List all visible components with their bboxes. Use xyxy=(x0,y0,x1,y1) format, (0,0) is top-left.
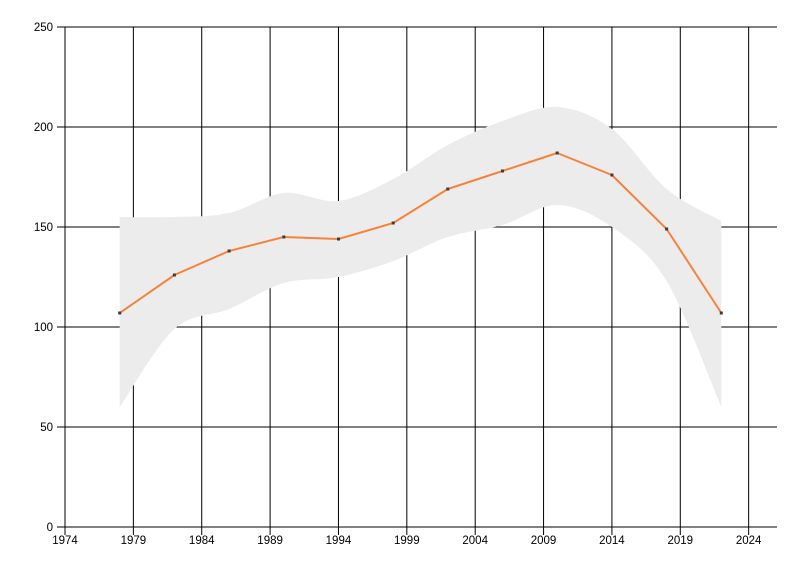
confidence-band xyxy=(119,106,722,407)
data-point-marker xyxy=(391,221,395,225)
x-axis-tick-label: 2014 xyxy=(599,535,625,547)
y-axis-tick-label: 50 xyxy=(40,422,53,434)
x-axis-tick-label: 1979 xyxy=(121,535,147,547)
data-point-marker xyxy=(719,311,723,315)
data-point-marker xyxy=(337,237,340,241)
data-point-marker xyxy=(610,173,614,177)
x-axis-tick-label: 1984 xyxy=(189,535,215,547)
x-axis-tick-label: 2009 xyxy=(531,535,557,547)
y-axis-tick-label: 200 xyxy=(34,122,53,134)
data-point-marker xyxy=(665,227,669,231)
y-axis-tick-label: 100 xyxy=(34,322,53,334)
data-point-marker xyxy=(227,249,231,253)
series-line xyxy=(119,152,723,314)
x-axis-tick-label: 1989 xyxy=(257,535,283,547)
y-axis-tick-label: 150 xyxy=(34,222,53,234)
data-point-marker xyxy=(446,187,450,191)
y-axis-tick-label: 250 xyxy=(34,22,53,34)
x-axis-tick-label: 2019 xyxy=(667,535,693,547)
data-point-marker xyxy=(172,273,176,277)
x-axis-tick-label: 1974 xyxy=(52,535,78,547)
y-axis-tick-label: 0 xyxy=(47,522,53,534)
data-point-marker xyxy=(501,169,504,173)
data-point-marker xyxy=(118,311,122,315)
x-axis-tick-label: 2024 xyxy=(736,535,762,547)
data-point-marker xyxy=(282,235,286,239)
data-point-marker xyxy=(555,151,559,155)
x-axis-tick-label: 1994 xyxy=(326,535,352,547)
x-axis-tick-label: 1999 xyxy=(394,535,420,547)
x-axis-tick-label: 2004 xyxy=(462,535,488,547)
